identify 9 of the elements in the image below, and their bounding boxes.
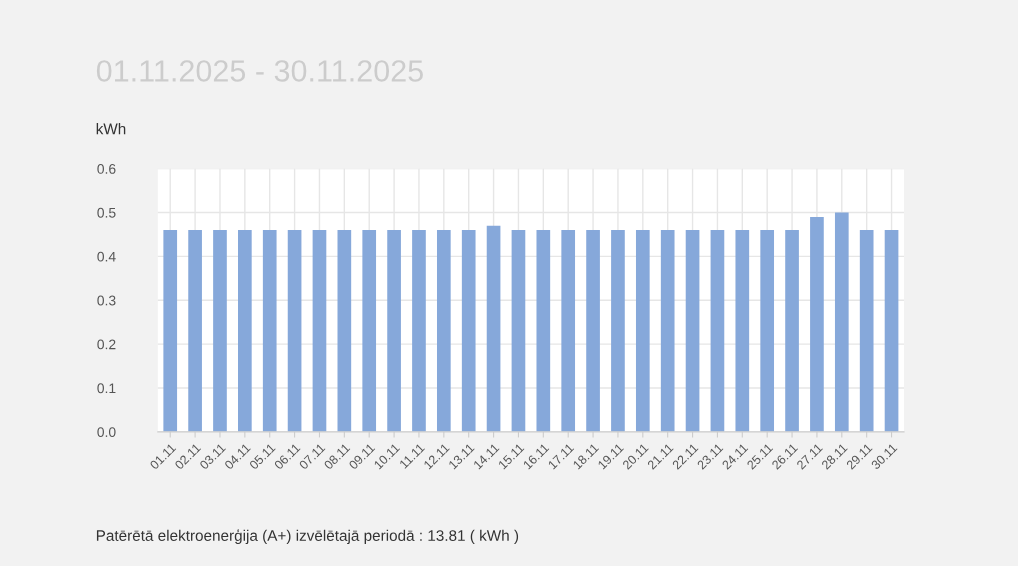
y-tick-label: 0.6 (97, 164, 116, 174)
text: Patērētā elektroenerģija (A+) izvēlētajā periodā : 13.81 ( kWh ) (96, 529, 519, 544)
y-tick-label: 0.3 (97, 295, 116, 306)
y-tick-label: 0.1 (97, 383, 116, 394)
y-tick-label: 0.0 (97, 427, 116, 438)
y-axis-title: kWh (96, 123, 126, 135)
y-tick-label: 0.2 (97, 339, 116, 350)
y-tick-label: 0.4 (97, 251, 116, 262)
y-tick-label: 0.5 (97, 207, 116, 218)
